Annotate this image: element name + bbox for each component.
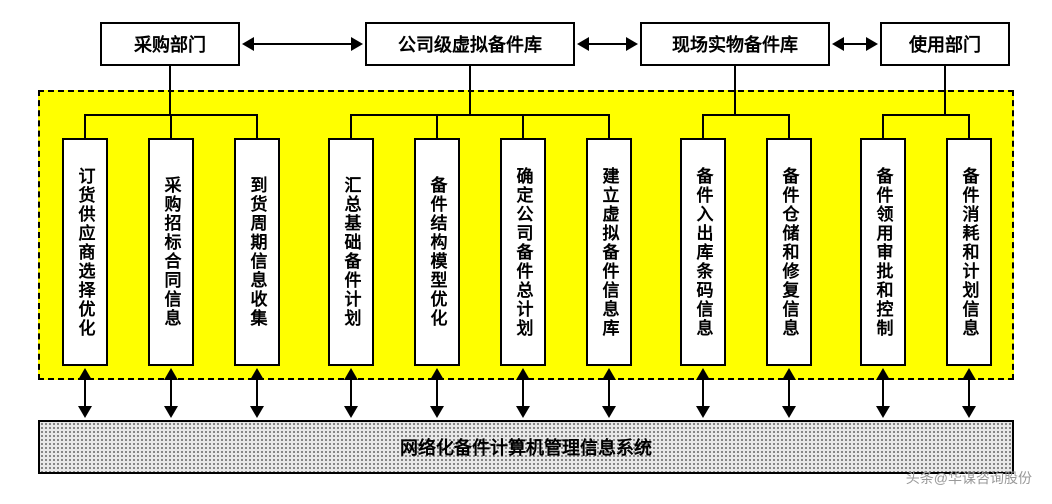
store-repair-label: 备件仓储和修复信息 bbox=[777, 167, 802, 338]
struct-opt: 备件结构模型优化 bbox=[414, 138, 460, 366]
drop-procurement-dept bbox=[169, 66, 171, 114]
user-dept: 使用部门 bbox=[880, 22, 1010, 66]
link-arrival-collect-system bbox=[256, 370, 258, 416]
bus-drop-inout-info bbox=[702, 114, 704, 138]
virtual-store: 公司级虚拟备件库 bbox=[365, 22, 575, 66]
arrow-physical-store-user-dept bbox=[834, 43, 876, 45]
approve-ctrl-label: 备件领用审批和控制 bbox=[871, 167, 896, 338]
user-dept-label: 使用部门 bbox=[909, 31, 981, 57]
inout-info: 备件入出库条码信息 bbox=[680, 138, 726, 366]
link-store-repair-system bbox=[788, 370, 790, 416]
link-company-plan-system bbox=[522, 370, 524, 416]
drop-virtual-store bbox=[469, 66, 471, 114]
bus-virtual-store bbox=[350, 114, 610, 116]
arrival-collect-label: 到货周期信息收集 bbox=[245, 176, 270, 328]
drop-user-dept bbox=[944, 66, 946, 114]
bus-user-dept bbox=[882, 114, 970, 116]
link-contract-info-system bbox=[170, 370, 172, 416]
store-repair: 备件仓储和修复信息 bbox=[766, 138, 812, 366]
bus-drop-base-plan bbox=[350, 114, 352, 138]
drop-physical-store bbox=[734, 66, 736, 114]
bus-drop-virtual-db bbox=[608, 114, 610, 138]
physical-store-label: 现场实物备件库 bbox=[672, 31, 798, 57]
bus-drop-supplier-opt bbox=[84, 114, 86, 138]
diagram-canvas: 网络化备件计算机管理信息系统 采购部门 公司级虚拟备件库 现场实物备件库 使用部门 订… bbox=[10, 10, 1042, 494]
base-plan-label: 汇总基础备件计划 bbox=[339, 176, 364, 328]
physical-store: 现场实物备件库 bbox=[640, 22, 830, 66]
watermark: 头条@华谋咨询股份 bbox=[906, 468, 1032, 488]
consume-plan: 备件消耗和计划信息 bbox=[946, 138, 992, 366]
contract-info-label: 采购招标合同信息 bbox=[159, 176, 184, 328]
bus-drop-struct-opt bbox=[436, 114, 438, 138]
bus-drop-company-plan bbox=[522, 114, 524, 138]
bus-physical-store bbox=[702, 114, 790, 116]
approve-ctrl: 备件领用审批和控制 bbox=[860, 138, 906, 366]
arrow-procurement-dept-virtual-store bbox=[244, 43, 361, 45]
company-plan-label: 确定公司备件总计划 bbox=[511, 167, 536, 338]
bus-drop-contract-info bbox=[170, 114, 172, 138]
procurement-dept: 采购部门 bbox=[100, 22, 240, 66]
link-consume-plan-system bbox=[968, 370, 970, 416]
bus-drop-approve-ctrl bbox=[882, 114, 884, 138]
supplier-opt-label: 订货供应商选择优化 bbox=[73, 167, 98, 338]
base-plan: 汇总基础备件计划 bbox=[328, 138, 374, 366]
link-supplier-opt-system bbox=[84, 370, 86, 416]
consume-plan-label: 备件消耗和计划信息 bbox=[957, 167, 982, 338]
bus-drop-store-repair bbox=[788, 114, 790, 138]
link-inout-info-system bbox=[702, 370, 704, 416]
virtual-store-label: 公司级虚拟备件库 bbox=[398, 31, 542, 57]
link-approve-ctrl-system bbox=[882, 370, 884, 416]
system-bar: 网络化备件计算机管理信息系统 bbox=[38, 420, 1014, 474]
struct-opt-label: 备件结构模型优化 bbox=[425, 176, 450, 328]
procurement-dept-label: 采购部门 bbox=[134, 31, 206, 57]
contract-info: 采购招标合同信息 bbox=[148, 138, 194, 366]
link-base-plan-system bbox=[350, 370, 352, 416]
arrow-virtual-store-physical-store bbox=[579, 43, 636, 45]
supplier-opt: 订货供应商选择优化 bbox=[62, 138, 108, 366]
virtual-db: 建立虚拟备件信息库 bbox=[586, 138, 632, 366]
link-virtual-db-system bbox=[608, 370, 610, 416]
bus-drop-consume-plan bbox=[968, 114, 970, 138]
inout-info-label: 备件入出库条码信息 bbox=[691, 167, 716, 338]
company-plan: 确定公司备件总计划 bbox=[500, 138, 546, 366]
virtual-db-label: 建立虚拟备件信息库 bbox=[597, 167, 622, 338]
bus-drop-arrival-collect bbox=[256, 114, 258, 138]
link-struct-opt-system bbox=[436, 370, 438, 416]
arrival-collect: 到货周期信息收集 bbox=[234, 138, 280, 366]
system-bar-label: 网络化备件计算机管理信息系统 bbox=[400, 434, 652, 460]
